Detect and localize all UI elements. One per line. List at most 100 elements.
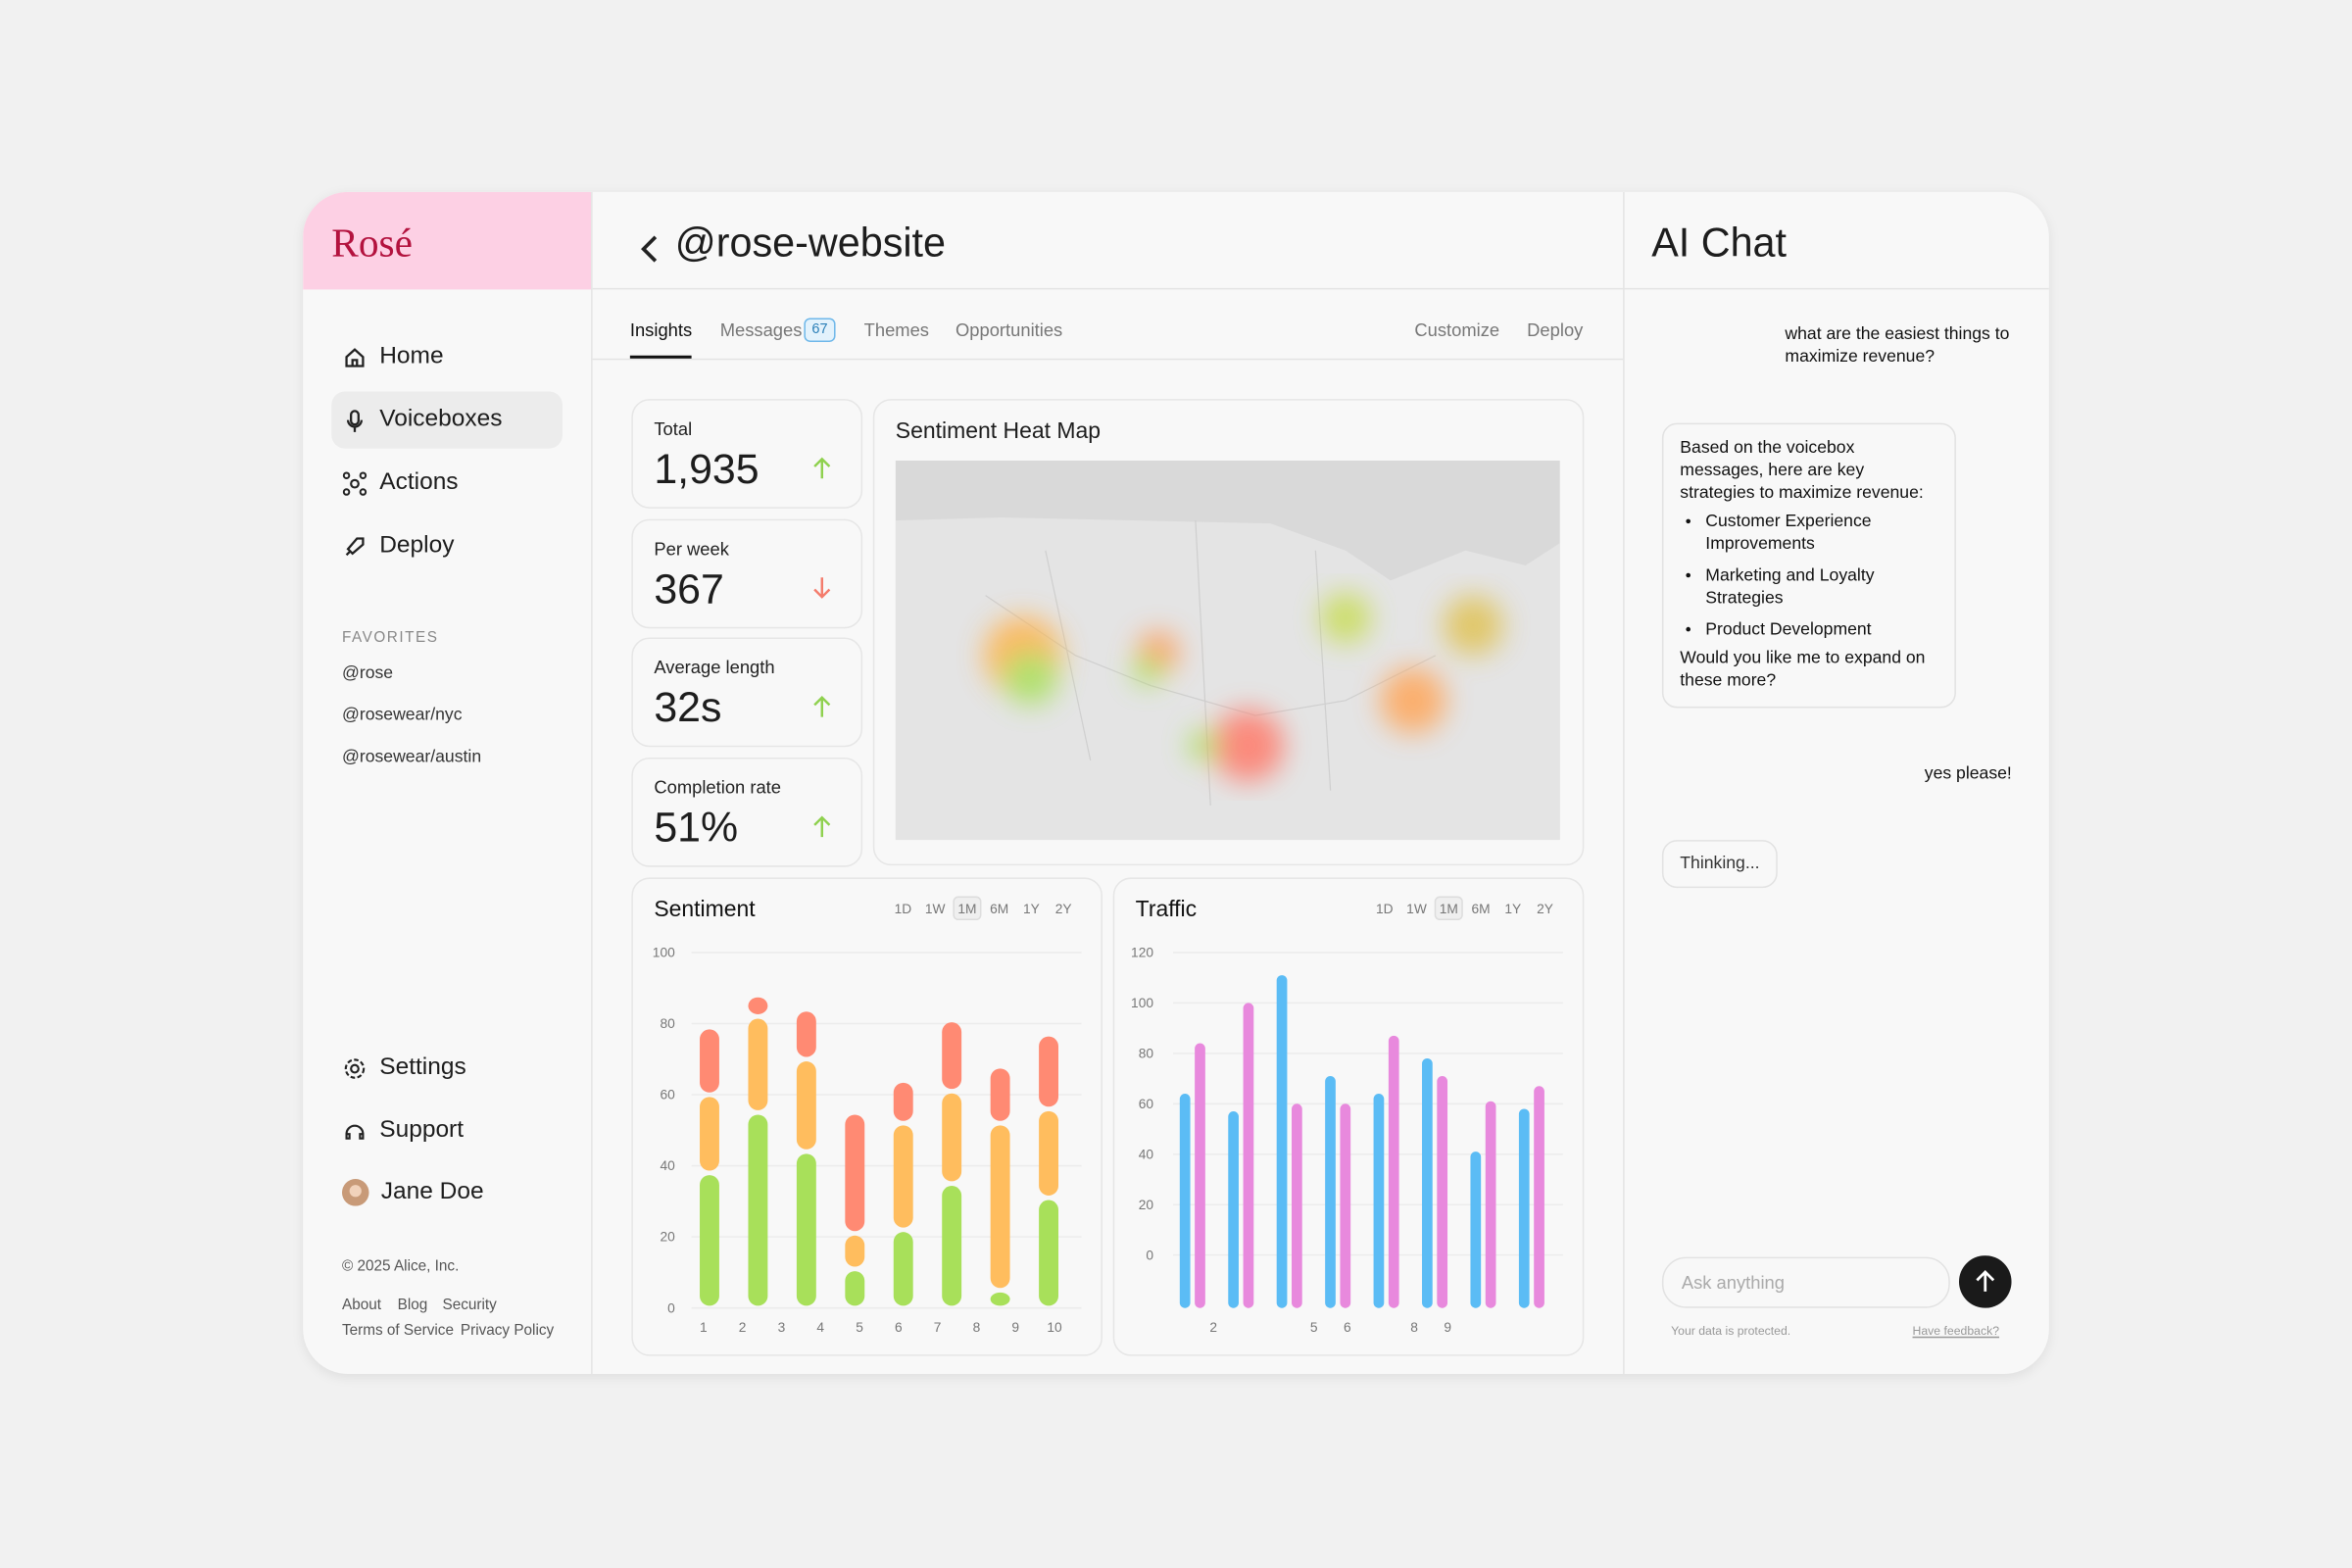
action[interactable]: Deploy — [1527, 319, 1584, 341]
bar-segment — [796, 1011, 816, 1057]
feedback-link[interactable]: Have feedback? — [1912, 1324, 2000, 1339]
footer-link[interactable]: Security — [442, 1297, 497, 1314]
nav-active-bg — [331, 391, 563, 449]
divider — [592, 358, 1624, 361]
tab-active[interactable]: Insights — [629, 319, 693, 341]
badge: 67 — [804, 318, 836, 342]
arrow — [813, 576, 831, 599]
user-message: what are the easiest things to maximize … — [1785, 325, 2010, 367]
note: Your data is protected. — [1671, 1324, 1791, 1339]
nav-item[interactable]: Settings — [342, 1054, 466, 1082]
footer-link[interactable]: Blog — [397, 1297, 428, 1314]
x-tick-label: 2 — [739, 1320, 747, 1335]
nav-item[interactable]: Home — [342, 344, 444, 371]
stat-label: Total — [654, 418, 693, 440]
chat-title: AI Chat — [1651, 220, 1788, 266]
list-item: Product Development — [1705, 619, 1937, 642]
y-tick-label: 60 — [1139, 1097, 1154, 1111]
bar-segment — [893, 1232, 913, 1306]
favorite[interactable]: @rose — [341, 664, 394, 683]
nav-item[interactable]: Support — [342, 1117, 464, 1145]
nav-item[interactable]: Actions — [342, 469, 459, 497]
nav-label: Support — [379, 1117, 465, 1144]
nav-label: Voiceboxes — [379, 406, 503, 432]
bar-segment — [990, 1292, 1010, 1306]
bar — [1179, 1094, 1191, 1308]
bar-segment — [700, 1029, 719, 1093]
bar — [1243, 1003, 1254, 1308]
x-tick-label: 7 — [934, 1320, 942, 1335]
bar-segment — [700, 1097, 719, 1171]
stat-card — [631, 517, 863, 628]
icon — [344, 1057, 366, 1079]
tab[interactable]: Opportunities — [955, 319, 1063, 341]
bar-segment — [1039, 1110, 1058, 1196]
x-tick-label: 5 — [1310, 1320, 1318, 1335]
x-tick-label: 8 — [973, 1320, 981, 1335]
range-button[interactable]: 6M — [1471, 902, 1490, 916]
user-message: yes please! — [1924, 764, 2012, 783]
footer-link[interactable]: About — [341, 1297, 381, 1314]
y-tick-label: 0 — [1146, 1248, 1153, 1262]
tab[interactable]: Messages — [719, 319, 803, 341]
range-button[interactable]: 1W — [1406, 902, 1427, 916]
favorite[interactable]: @rosewear/nyc — [341, 706, 463, 725]
chart-title: Traffic — [1136, 896, 1197, 921]
nav-label: Deploy — [379, 532, 455, 559]
x-tick-label: 1 — [700, 1320, 708, 1335]
brand-bar — [303, 191, 592, 290]
icon — [342, 470, 368, 496]
action[interactable]: Customize — [1414, 319, 1500, 341]
footer-link[interactable]: Terms of Service — [341, 1322, 454, 1340]
x-tick-label: 4 — [816, 1320, 824, 1335]
nav-item[interactable]: Deploy — [342, 532, 455, 560]
range-button[interactable]: 1Y — [1504, 902, 1521, 916]
range-button[interactable]: 1W — [925, 902, 946, 916]
chat-input[interactable]: Ask anything — [1661, 1256, 1950, 1308]
icon — [345, 347, 365, 367]
y-tick-label: 40 — [1139, 1147, 1154, 1161]
bar-segment — [1039, 1200, 1058, 1306]
nav-label: Actions — [379, 469, 459, 496]
brand: Rosé — [331, 220, 413, 266]
y-tick-label: 100 — [1131, 996, 1153, 1010]
bar-segment — [796, 1153, 816, 1306]
stat-label: Per week — [654, 537, 729, 560]
favorite[interactable]: @rosewear/austin — [341, 748, 482, 767]
bar-segment — [1039, 1036, 1058, 1107]
bar — [1470, 1152, 1482, 1308]
range-button[interactable]: 2Y — [1055, 902, 1072, 916]
range-button[interactable]: 2Y — [1537, 902, 1553, 916]
assistant-message: Based on the voicebox messages, here are… — [1661, 422, 1956, 709]
range-button[interactable]: 1M — [957, 902, 976, 916]
tab[interactable]: Themes — [863, 319, 929, 341]
range-button[interactable]: 1M — [1440, 902, 1458, 916]
back-button[interactable] — [636, 232, 663, 266]
bar — [1228, 1111, 1239, 1308]
divider — [591, 191, 593, 1375]
y-tick-label: 20 — [1139, 1198, 1154, 1212]
footer-link[interactable]: Privacy Policy — [460, 1322, 555, 1340]
range-button[interactable]: 6M — [990, 902, 1008, 916]
y-tick-label: 20 — [660, 1230, 675, 1245]
y-tick-label: 120 — [1131, 946, 1153, 960]
divider — [1623, 191, 1625, 1375]
bar-segment — [942, 1022, 962, 1090]
nav-item[interactable]: Voiceboxes — [342, 407, 503, 434]
bar-segment — [748, 997, 768, 1014]
range-button[interactable]: 1D — [1376, 902, 1394, 916]
send-button[interactable] — [1958, 1255, 2012, 1308]
bar — [1534, 1086, 1544, 1308]
range-button[interactable]: 1Y — [1023, 902, 1040, 916]
bar — [1437, 1076, 1448, 1308]
range-button[interactable]: 1D — [895, 902, 912, 916]
stat-card — [631, 637, 863, 748]
user[interactable]: Jane Doe — [341, 1179, 484, 1206]
bar-segment — [990, 1125, 1010, 1289]
divider — [592, 287, 2049, 290]
bar — [1292, 1103, 1302, 1308]
list-item: Marketing and Loyalty Strategies — [1705, 565, 1937, 611]
bar-segment — [845, 1114, 865, 1232]
stat-value: 51% — [654, 803, 739, 851]
